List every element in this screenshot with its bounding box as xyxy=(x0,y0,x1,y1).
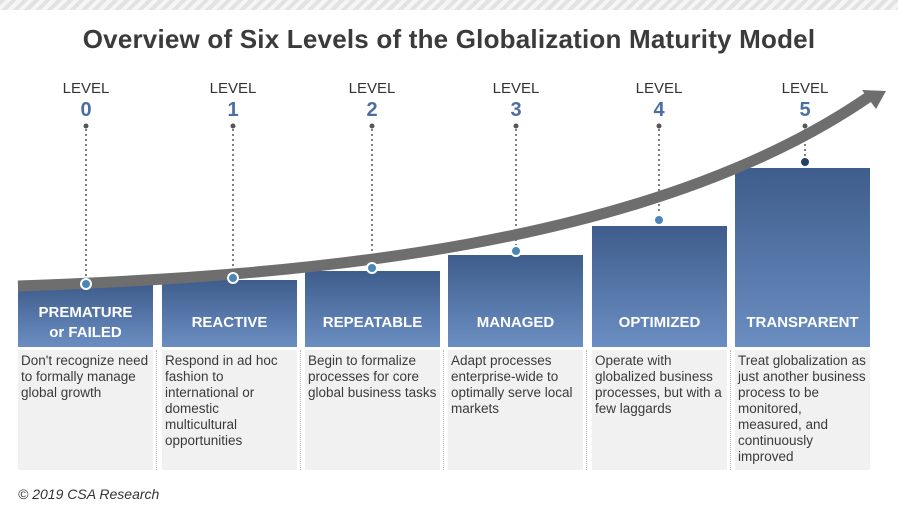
level-number-5: 5 xyxy=(799,99,811,121)
level-marker-2 xyxy=(366,262,378,274)
level-description-3: Adapt processes enterprise-wide to optim… xyxy=(448,350,583,470)
column-divider xyxy=(586,350,587,470)
top-stripe xyxy=(0,0,898,10)
level-number-3: 3 xyxy=(510,99,522,121)
level-number-4: 4 xyxy=(653,99,665,121)
level-marker-5 xyxy=(799,156,811,168)
column-divider xyxy=(730,350,731,470)
level-top-dot-3 xyxy=(513,123,519,129)
level-description-0: Don't recognize need to formally manage … xyxy=(18,350,153,470)
level-column-0 xyxy=(18,285,153,347)
level-number-2: 2 xyxy=(366,99,378,121)
level-description-2: Begin to formalize processes for core gl… xyxy=(305,350,440,470)
level-name-1: REACTIVE xyxy=(191,314,268,331)
level-name-2: REPEATABLE xyxy=(322,314,423,331)
level-marker-0 xyxy=(80,278,92,290)
level-description-4: Operate with globalized business process… xyxy=(592,350,727,470)
level-column-4 xyxy=(592,226,727,347)
level-top-dot-2 xyxy=(369,123,375,129)
level-name-5: TRANSPARENT xyxy=(746,314,859,331)
level-word-0: LEVEL xyxy=(62,80,110,97)
curve-arrowhead-icon xyxy=(862,90,886,109)
level-top-dot-0 xyxy=(83,123,89,129)
column-divider xyxy=(443,350,444,470)
level-column-5 xyxy=(735,168,870,347)
column-divider xyxy=(300,350,301,470)
page-title: Overview of Six Levels of the Globalizat… xyxy=(82,24,816,54)
copyright: © 2019 CSA Research xyxy=(18,486,160,502)
level-column-1 xyxy=(162,280,297,347)
level-column-2 xyxy=(305,271,440,347)
level-top-dot-1 xyxy=(230,123,236,129)
level-description-1: Respond in ad hoc fashion to internation… xyxy=(162,350,297,470)
level-word-5: LEVEL xyxy=(781,80,829,97)
column-divider xyxy=(156,350,157,470)
level-top-dot-4 xyxy=(656,123,662,129)
level-name-3: MANAGED xyxy=(476,314,555,331)
level-marker-3 xyxy=(510,245,522,257)
level-marker-4 xyxy=(653,214,665,226)
level-word-3: LEVEL xyxy=(492,80,540,97)
level-name-0: PREMATURE or FAILED xyxy=(38,304,133,341)
level-description-5: Treat globalization as just another busi… xyxy=(735,350,870,470)
level-column-3 xyxy=(448,255,583,347)
level-number-0: 0 xyxy=(80,99,92,121)
level-name-4: OPTIMIZED xyxy=(618,314,701,331)
growth-curve xyxy=(17,91,874,292)
level-top-dot-5 xyxy=(802,123,808,129)
level-marker-1 xyxy=(227,272,239,284)
level-word-4: LEVEL xyxy=(635,80,683,97)
level-word-2: LEVEL xyxy=(348,80,396,97)
level-number-1: 1 xyxy=(227,99,239,121)
level-word-1: LEVEL xyxy=(209,80,257,97)
